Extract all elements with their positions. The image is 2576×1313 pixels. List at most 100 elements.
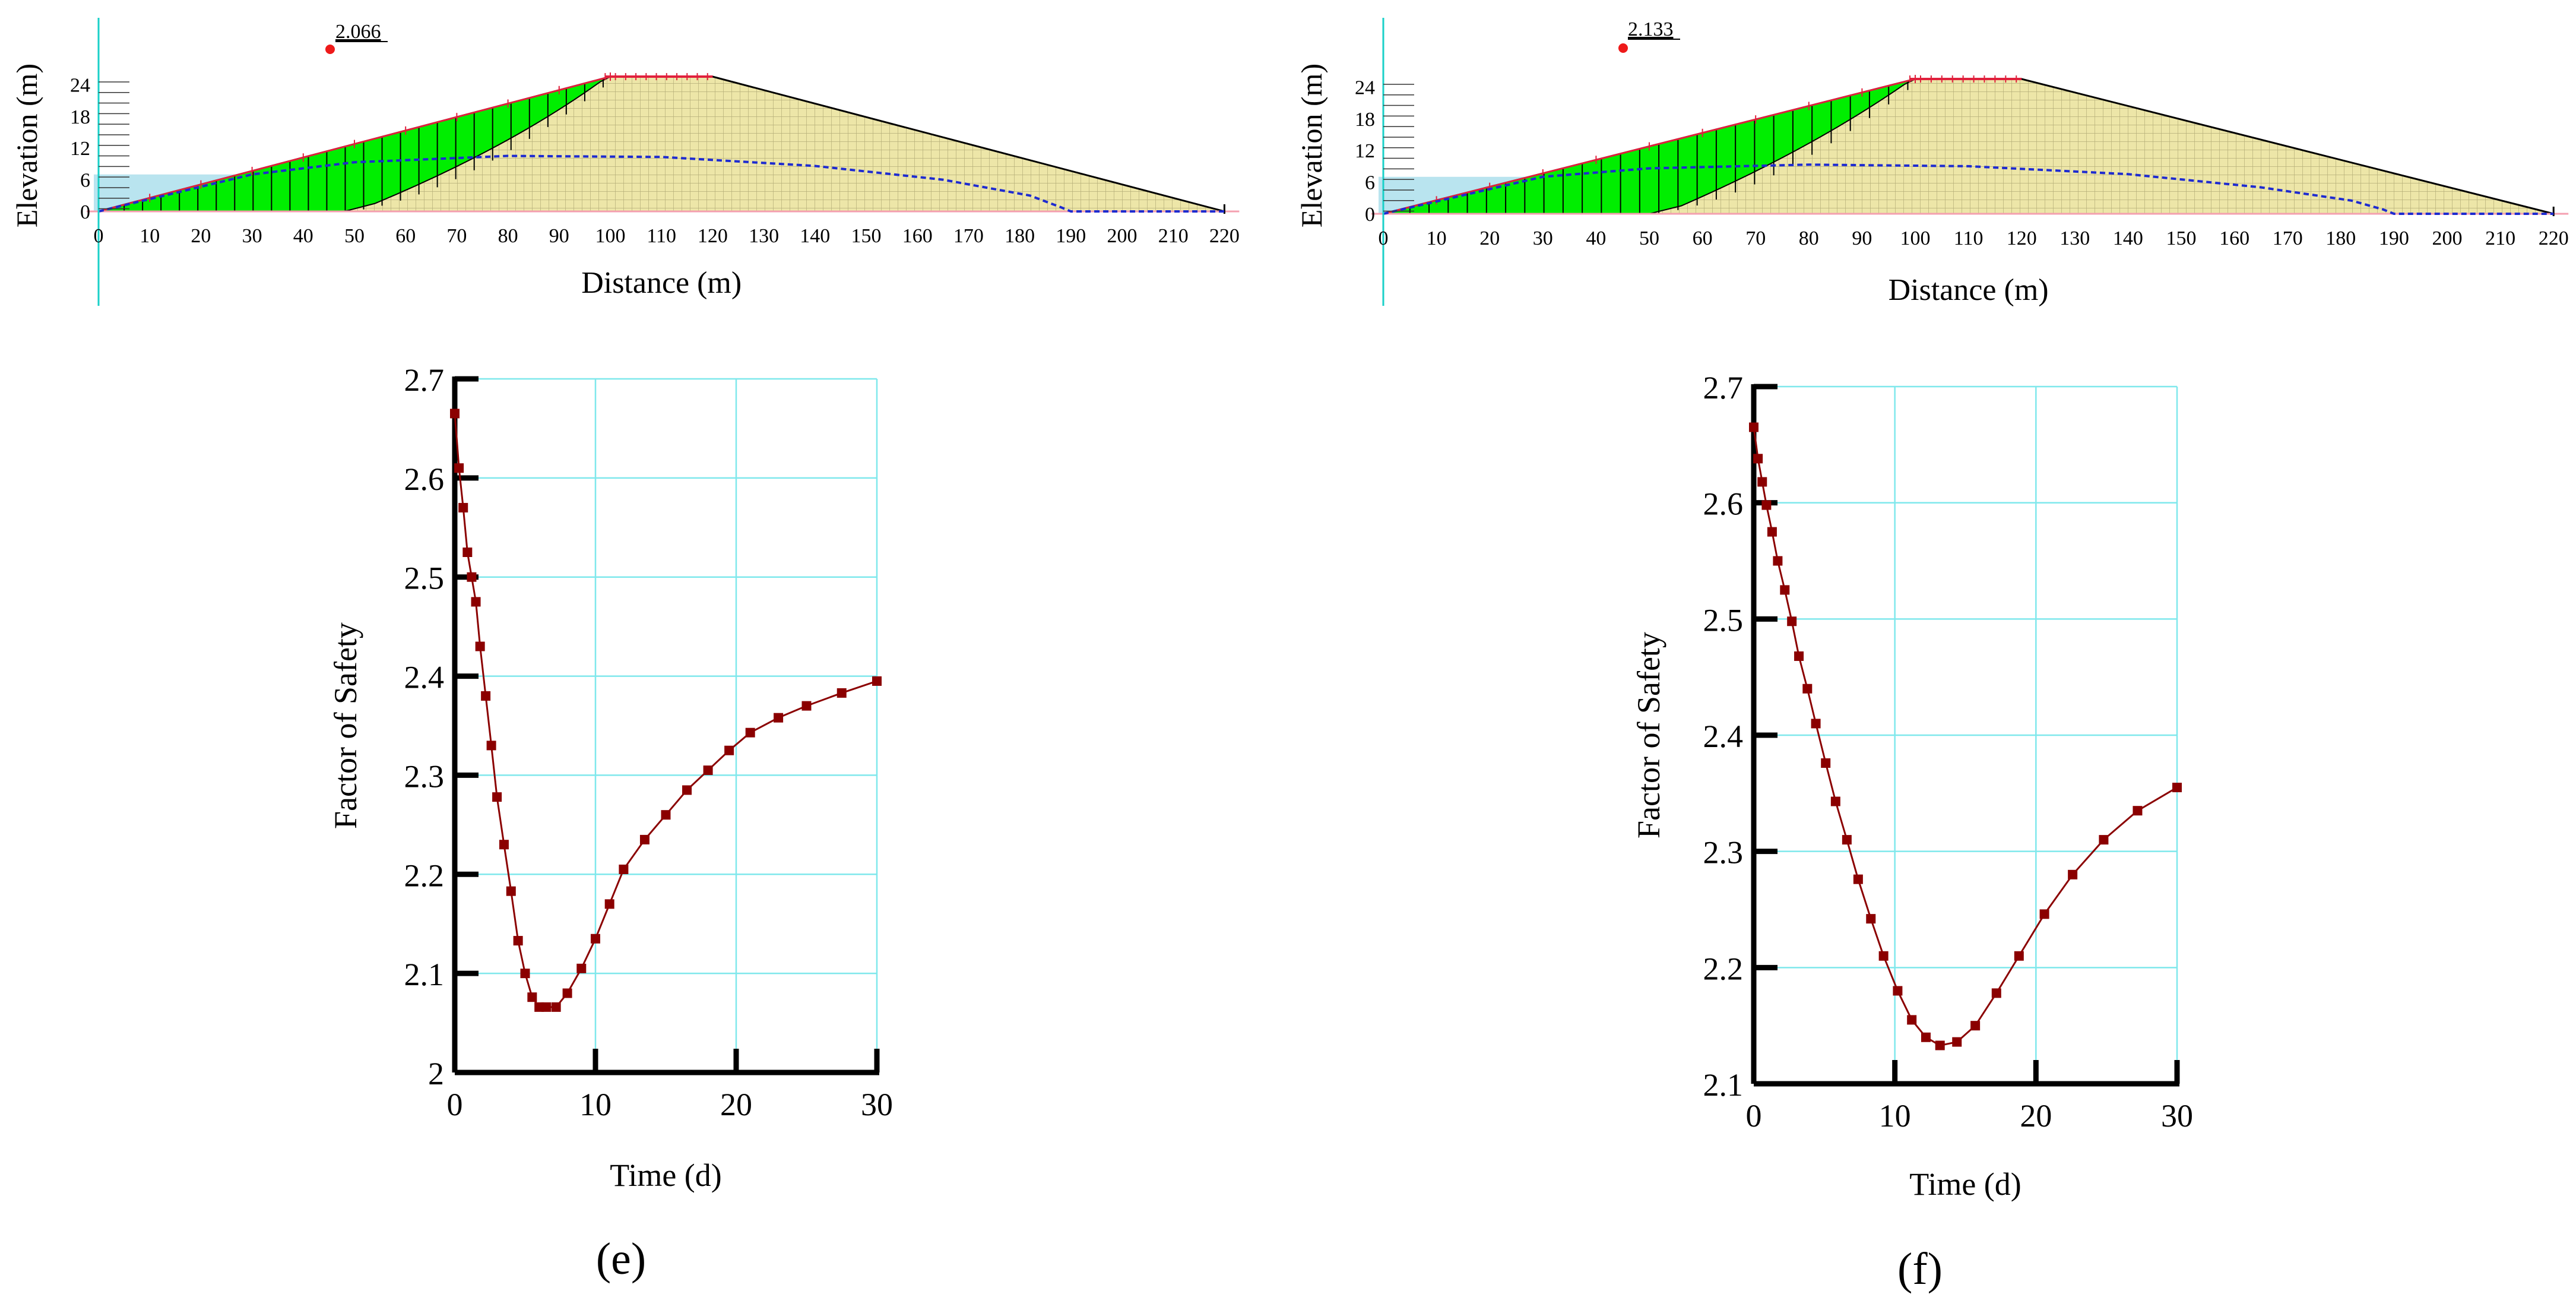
x-tick-label: 10 [1879,1098,1911,1134]
distance-tick-label: 50 [1639,227,1659,249]
fos-data-point [619,864,629,874]
fos-data-point [1935,1040,1945,1051]
distance-tick-label: 170 [2273,227,2303,249]
y-tick-label: 2.5 [1703,602,1744,638]
x-tick-label: 0 [1746,1098,1762,1134]
elevation-axis-label: Elevation (m) [1295,64,1328,227]
elevation-tick-label: 6 [80,170,90,192]
fos-data-point [1802,684,1813,694]
y-tick-label: 2.6 [404,461,445,497]
fos-data-point [1811,719,1821,729]
distance-tick-label: 40 [293,225,313,247]
y-axis-label: Factor of Safety [328,622,363,829]
fos-data-point [1821,758,1831,768]
fos-data-point [1794,651,1804,661]
y-tick-label: 2.1 [1703,1067,1744,1103]
fos-data-point [1952,1037,1962,1047]
distance-tick-label: 80 [498,225,518,247]
elevation-tick-label: 0 [1365,204,1375,226]
y-tick-label: 2.1 [404,957,445,992]
elevation-tick-label: 6 [1365,172,1375,194]
distance-tick-label: 80 [1799,227,1819,249]
fos-data-point [527,992,537,1002]
elevation-tick-label: 12 [1355,140,1375,162]
fos-data-point [450,409,460,419]
x-tick-label: 20 [720,1087,752,1122]
fos-data-point [2068,869,2078,879]
distance-tick-label: 160 [902,225,933,247]
distance-tick-label: 120 [698,225,728,247]
distance-tick-label: 160 [2219,227,2249,249]
fos-data-point [1753,454,1763,464]
fos-data-point [1780,585,1790,595]
y-tick-label: 2.6 [1703,486,1744,522]
fos-data-point [520,969,530,979]
fos-data-point [1773,556,1783,566]
x-axis-label: Time (d) [1909,1166,2021,1202]
y-tick-label: 2.2 [1703,951,1744,986]
distance-tick-label: 50 [344,225,365,247]
fos-data-point [2039,909,2049,919]
distance-tick-label: 210 [2485,227,2515,249]
fos-data-point [1767,527,1777,537]
fos-center-marker [325,45,335,54]
x-tick-label: 0 [447,1087,463,1122]
y-tick-label: 2.7 [404,362,445,398]
fos-data-point [682,785,692,795]
fos-data-point [499,840,509,850]
x-tick-label: 20 [2020,1098,2052,1134]
fos-data-point [661,810,671,820]
fos-data-point [591,934,600,944]
fos-data-point [492,792,502,802]
distance-tick-label: 70 [446,225,467,247]
fos-data-point [1761,500,1772,510]
fos-chart-f: 2.1 2.2 2.3 2.4 2.5 2.6 2.7 0 10 20 30 Factor of Sa… [1631,370,2193,1202]
fos-data-point [1866,914,1876,924]
distance-tick-label: 220 [2539,227,2569,249]
distance-tick-label: 180 [1005,225,1035,247]
distance-tick-label: 220 [1209,225,1240,247]
reservoir-water-edge [1379,176,1383,214]
distance-tick-label: 200 [1107,225,1138,247]
elevation-tick-label: 24 [70,74,90,96]
distance-tick-label: 110 [1954,227,1984,249]
distance-tick-label: 150 [851,225,882,247]
fos-data-point [1970,1021,1981,1031]
distance-tick-label: 100 [595,225,626,247]
fos-data-point [551,1002,561,1012]
cross-section-f: 0 6 12 18 24 Elevation (m) 0 10 20 30 40 50 60 70 80 90… [1295,18,2569,307]
distance-tick-label: 100 [1900,227,1931,249]
distance-axis-label: Distance (m) [1889,273,2049,307]
fos-data-point [1830,796,1840,806]
fos-data-point [1907,1015,1917,1025]
fos-data-point [724,745,734,755]
fos-data-point [2172,783,2182,793]
fos-data-point [703,765,713,776]
distance-tick-label: 70 [1745,227,1766,249]
fos-data-point [774,713,784,723]
distance-tick-label: 120 [2007,227,2037,249]
distance-tick-label: 0 [1379,227,1389,249]
phreatic-line [98,154,1225,213]
x-axis-label: Time (d) [610,1157,722,1193]
distance-tick-label: 0 [94,225,104,247]
distance-tick-label: 40 [1586,227,1606,249]
elevation-tick-label: 12 [70,138,90,160]
distance-tick-label: 110 [647,225,676,247]
distance-tick-label: 140 [2113,227,2143,249]
y-tick-label: 2.3 [404,758,445,794]
elevation-tick-label: 18 [1355,109,1375,131]
y-tick-label: 2.2 [404,858,445,893]
panel-label-e: (e) [596,1234,646,1284]
fos-data-point [801,701,812,711]
distance-tick-label: 60 [395,225,416,247]
fos-data-point [471,597,481,607]
reservoir-water-edge [94,174,99,211]
fos-data-point [1749,422,1758,432]
phreatic-line [1383,163,2554,215]
fos-value-label: 2.066 [335,21,381,43]
fos-data-point [562,988,572,998]
fos-data-point [576,963,587,973]
distance-tick-label: 210 [1158,225,1189,247]
fos-data-point [604,899,614,909]
